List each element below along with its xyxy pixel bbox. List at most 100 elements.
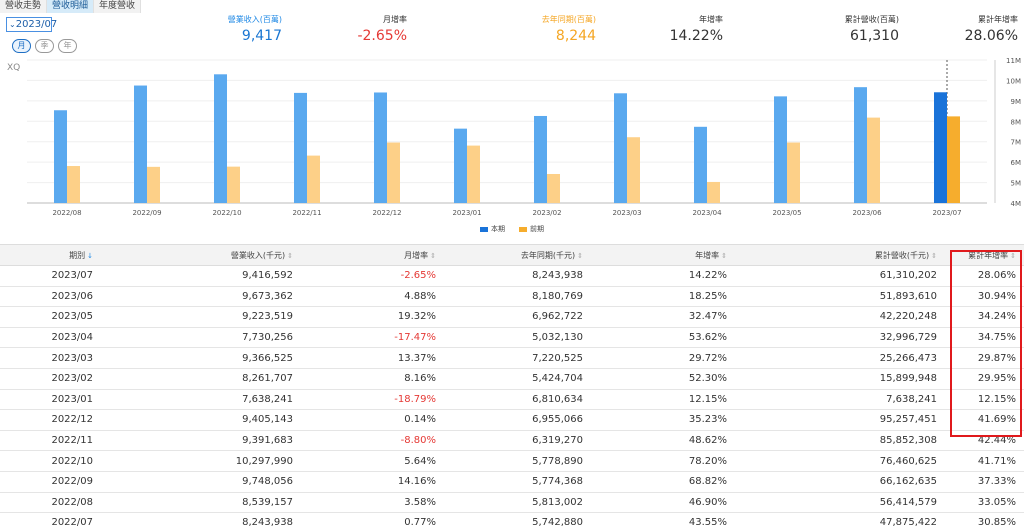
legend-current[interactable]: 本期 xyxy=(480,224,505,234)
cell-prior-year: 5,032,130 xyxy=(444,327,591,349)
cell-prior-year: 5,424,704 xyxy=(444,368,591,390)
cell-cumulative-yoy: 30.85% xyxy=(945,512,1024,532)
col-period[interactable]: 期別 ↓ xyxy=(0,244,101,266)
cell-prior-year: 6,962,722 xyxy=(444,306,591,328)
col-prior-year[interactable]: 去年同期(千元) ⇕ xyxy=(444,244,591,266)
table-body: 2023/07 9,416,592 -2.65% 8,243,938 14.22% 61,… xyxy=(0,265,1024,532)
legend-prior[interactable]: 前期 xyxy=(519,224,544,234)
table-row[interactable]: 2023/05 9,223,519 19.32% 6,962,722 32.47% 42,… xyxy=(0,306,1024,328)
cell-cumulative: 66,162,635 xyxy=(735,471,945,493)
cell-cumulative: 15,899,948 xyxy=(735,368,945,390)
cell-cumulative-yoy: 41.69% xyxy=(945,409,1024,431)
bar-prior xyxy=(867,117,880,203)
table-row[interactable]: 2023/06 9,673,362 4.88% 8,180,769 18.25% 51,8… xyxy=(0,286,1024,308)
bar-current xyxy=(54,110,67,203)
cell-revenue: 8,539,157 xyxy=(101,492,301,514)
tab-revenue-detail[interactable]: 營收明細 xyxy=(47,0,95,13)
pill-year[interactable]: 年 xyxy=(58,39,77,53)
cell-cumulative-yoy: 29.87% xyxy=(945,347,1024,369)
cell-prior-year: 6,319,270 xyxy=(444,430,591,452)
y-tick-label: 10M xyxy=(1006,77,1021,85)
table-row[interactable]: 2023/02 8,261,707 8.16% 5,424,704 52.30% 15,8… xyxy=(0,368,1024,390)
col-cumulative-yoy[interactable]: 累計年增率 ⇕ xyxy=(945,244,1024,266)
table-row[interactable]: 2023/07 9,416,592 -2.65% 8,243,938 14.22% 61,… xyxy=(0,265,1024,287)
cell-prior-year: 5,774,368 xyxy=(444,471,591,493)
period-dropdown[interactable]: ⌄2023/07 xyxy=(6,17,57,32)
col-mom[interactable]: 月增率 ⇕ xyxy=(301,244,444,266)
sort-icon: ⇕ xyxy=(577,251,583,260)
col-yoy[interactable]: 年增率 ⇕ xyxy=(591,244,735,266)
cell-revenue: 8,261,707 xyxy=(101,368,301,390)
chart-legend: 本期 前期 xyxy=(480,224,544,234)
cell-yoy: 78.20% xyxy=(591,450,735,472)
cell-cumulative-yoy: 33.05% xyxy=(945,492,1024,514)
cell-cumulative-yoy: 34.24% xyxy=(945,306,1024,328)
x-tick-label: 2023/03 xyxy=(612,209,641,217)
stat-revenue: 營業收入(百萬) 9,417 xyxy=(228,14,282,44)
bar-current xyxy=(774,96,787,203)
cell-yoy: 52.30% xyxy=(591,368,735,390)
cell-prior-year: 7,220,525 xyxy=(444,347,591,369)
table-row[interactable]: 2022/08 8,539,157 3.58% 5,813,002 46.90% 56,4… xyxy=(0,492,1024,514)
cell-cumulative-yoy: 37.33% xyxy=(945,471,1024,493)
bar-current xyxy=(694,126,707,203)
cell-prior-year: 5,813,002 xyxy=(444,492,591,514)
stat-prior-year-label: 去年同期(百萬) xyxy=(541,15,596,24)
cell-cumulative: 25,266,473 xyxy=(735,347,945,369)
pill-quarter[interactable]: 季 xyxy=(35,39,54,53)
bar-current xyxy=(934,92,947,203)
x-tick-label: 2022/12 xyxy=(372,209,401,217)
table-row[interactable]: 2023/01 7,638,241 -18.79% 6,810,634 12.15% 7,… xyxy=(0,389,1024,411)
table-row[interactable]: 2022/09 9,748,056 14.16% 5,774,368 68.82% 66,… xyxy=(0,471,1024,493)
cell-yoy: 18.25% xyxy=(591,286,735,308)
table-row[interactable]: 2023/04 7,730,256 -17.47% 5,032,130 53.62% 32… xyxy=(0,327,1024,349)
cell-revenue: 9,405,143 xyxy=(101,409,301,431)
bar-current xyxy=(374,92,387,203)
table-row[interactable]: 2023/03 9,366,525 13.37% 7,220,525 29.72% 25,… xyxy=(0,347,1024,369)
cell-period: 2023/05 xyxy=(0,306,101,328)
cell-cumulative-yoy: 30.94% xyxy=(945,286,1024,308)
bar-prior xyxy=(707,181,720,203)
cell-revenue: 9,391,683 xyxy=(101,430,301,452)
col-yoy-label: 年增率 xyxy=(695,250,720,260)
cell-cumulative-yoy: 34.75% xyxy=(945,327,1024,349)
table-header-row: 期別 ↓ 營業收入(千元) ⇕ 月增率 ⇕ 去年同期(千元) ⇕ 年增率 ⇕ 累計營收(千… xyxy=(0,244,1024,266)
cell-cumulative-yoy: 41.71% xyxy=(945,450,1024,472)
cell-cumulative-yoy: 28.06% xyxy=(945,265,1024,287)
cell-yoy: 43.55% xyxy=(591,512,735,532)
table-row[interactable]: 2022/12 9,405,143 0.14% 6,955,066 35.23% 95,2… xyxy=(0,409,1024,431)
cell-cumulative: 76,460,625 xyxy=(735,450,945,472)
col-revenue[interactable]: 營業收入(千元) ⇕ xyxy=(101,244,301,266)
cell-mom: 0.14% xyxy=(301,409,444,431)
stat-mom-value: -2.65% xyxy=(357,28,407,44)
x-tick-label: 2023/07 xyxy=(932,209,961,217)
tab-revenue-trend[interactable]: 營收走勢 xyxy=(0,0,48,13)
cell-revenue: 9,223,519 xyxy=(101,306,301,328)
pill-month[interactable]: 月 xyxy=(12,39,31,53)
table-row[interactable]: 2022/11 9,391,683 -8.80% 6,319,270 48.62% 85,… xyxy=(0,430,1024,452)
cell-prior-year: 8,243,938 xyxy=(444,265,591,287)
tab-annual-revenue[interactable]: 年度營收 xyxy=(94,0,142,13)
cell-prior-year: 5,742,880 xyxy=(444,512,591,532)
cell-prior-year: 6,955,066 xyxy=(444,409,591,431)
bar-current xyxy=(214,74,227,203)
bar-prior xyxy=(227,166,240,203)
stat-cumulative-yoy-label: 累計年增率 xyxy=(978,15,1018,24)
cell-yoy: 29.72% xyxy=(591,347,735,369)
cell-mom: 5.64% xyxy=(301,450,444,472)
cell-revenue: 9,416,592 xyxy=(101,265,301,287)
table-row[interactable]: 2022/10 10,297,990 5.64% 5,778,890 78.20% 76,… xyxy=(0,450,1024,472)
x-tick-label: 2022/10 xyxy=(212,209,241,217)
cell-period: 2022/08 xyxy=(0,492,101,514)
bar-prior xyxy=(787,142,800,203)
cell-period: 2022/07 xyxy=(0,512,101,532)
chevron-down-icon: ⌄ xyxy=(9,20,16,29)
cell-revenue: 10,297,990 xyxy=(101,450,301,472)
col-mom-label: 月增率 xyxy=(404,250,429,260)
col-cumulative[interactable]: 累計營收(千元) ⇕ xyxy=(735,244,945,266)
cell-period: 2023/07 xyxy=(0,265,101,287)
table-row[interactable]: 2022/07 8,243,938 0.77% 5,742,880 43.55% 47,8… xyxy=(0,512,1024,532)
cell-revenue: 7,730,256 xyxy=(101,327,301,349)
bar-prior xyxy=(147,166,160,203)
cell-cumulative-yoy: 29.95% xyxy=(945,368,1024,390)
